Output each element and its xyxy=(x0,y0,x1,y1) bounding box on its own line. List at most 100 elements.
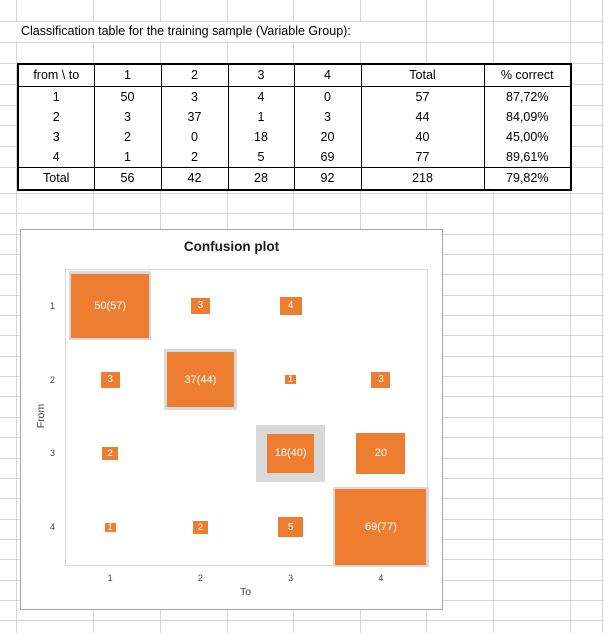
x-tick-label: 1 xyxy=(107,573,113,583)
table-cell[interactable]: 4 xyxy=(17,147,95,168)
plot-area[interactable] xyxy=(65,269,428,566)
marker-label: 20 xyxy=(374,447,387,460)
confusion-plot-chart[interactable]: Confusion plot 50(57) 3 4 3 37(44) 1 3 2 18(40) 2… xyxy=(20,229,443,610)
confusion-marker[interactable]: 3 xyxy=(371,371,391,388)
confusion-marker[interactable]: 1 xyxy=(104,521,116,533)
table-header-cell[interactable]: 4 xyxy=(293,64,362,87)
confusion-marker[interactable]: 69(77) xyxy=(335,489,427,565)
x-axis-title: To xyxy=(239,586,252,598)
table-header-cell[interactable]: 1 xyxy=(93,64,162,87)
table-cell[interactable]: 3 xyxy=(93,107,162,127)
table-cell[interactable]: 3 xyxy=(160,86,229,107)
gridline-v xyxy=(570,0,571,633)
table-cell[interactable]: 3 xyxy=(293,107,362,127)
marker-label: 2 xyxy=(197,521,203,533)
marker-label: 1 xyxy=(287,374,294,386)
table-cell[interactable]: 89,61% xyxy=(483,147,572,168)
table-cell[interactable]: 42 xyxy=(160,167,229,190)
confusion-marker[interactable]: 37(44) xyxy=(167,351,234,408)
table-header-cell[interactable]: 3 xyxy=(227,64,295,87)
table-row: 1 50 3 4 0 57 87,72% xyxy=(17,86,572,107)
marker-label: 37(44) xyxy=(184,373,217,386)
gridline-v xyxy=(493,0,494,633)
y-tick-label: 3 xyxy=(49,448,55,459)
table-row: Total 56 42 28 92 218 79,82% xyxy=(17,167,572,190)
table-cell[interactable]: 0 xyxy=(160,127,229,147)
table-cell[interactable]: 40 xyxy=(360,127,485,147)
table-cell[interactable]: Total xyxy=(17,167,95,190)
table-cell[interactable]: 92 xyxy=(293,167,362,190)
table-cell[interactable]: 1 xyxy=(227,107,295,127)
chart-title: Confusion plot xyxy=(183,239,280,254)
confusion-marker[interactable]: 3 xyxy=(190,297,210,314)
y-axis-title: From xyxy=(35,403,47,429)
marker-label: 50(57) xyxy=(94,299,126,312)
confusion-marker[interactable]: 18(40) xyxy=(267,434,314,473)
marker-label: 3 xyxy=(197,300,204,312)
table-cell[interactable]: 4 xyxy=(227,86,295,107)
table-cell[interactable]: 44 xyxy=(360,107,485,127)
marker-label: 4 xyxy=(287,300,294,312)
gridline-h xyxy=(0,42,604,43)
table-cell[interactable]: 2 xyxy=(160,147,229,168)
gridline-v xyxy=(602,0,603,633)
table-cell[interactable]: 57 xyxy=(360,86,485,107)
table-header-cell[interactable]: % correct xyxy=(483,64,572,87)
gridline-h xyxy=(0,193,604,194)
confusion-marker[interactable]: 5 xyxy=(278,516,303,538)
table-cell[interactable]: 1 xyxy=(17,86,95,107)
table-cell[interactable]: 84,09% xyxy=(483,107,572,127)
y-tick-label: 4 xyxy=(49,522,55,533)
confusion-marker[interactable]: 1 xyxy=(285,374,297,386)
axis-ticks-layer: 1 2 3 4 1 2 3 4 xyxy=(21,230,442,609)
confusion-marker[interactable]: 2 xyxy=(192,520,209,534)
x-tick-label: 3 xyxy=(288,573,294,583)
table-header-cell[interactable]: Total xyxy=(360,64,485,87)
marker-label: 5 xyxy=(287,521,294,533)
table-cell[interactable]: 218 xyxy=(360,167,485,190)
confusion-marker[interactable]: 4 xyxy=(279,296,302,315)
title-cell-background xyxy=(16,22,378,41)
x-tick-label: 4 xyxy=(378,573,384,583)
table-cell[interactable]: 69 xyxy=(293,147,362,168)
table-cell[interactable]: 45,00% xyxy=(483,127,572,147)
gridline-h xyxy=(0,213,604,215)
table-cell[interactable]: 77 xyxy=(360,147,485,168)
x-tick-label: 2 xyxy=(197,573,203,583)
table-cell[interactable]: 28 xyxy=(227,167,295,190)
table-cell[interactable]: 3 xyxy=(17,127,95,147)
confusion-marker[interactable]: 3 xyxy=(100,371,120,388)
sheet-title[interactable]: Classification table for the training sa… xyxy=(21,24,351,38)
confusion-marker[interactable]: 50(57) xyxy=(71,273,149,339)
y-tick-label: 2 xyxy=(49,374,55,385)
table-cell[interactable]: 0 xyxy=(293,86,362,107)
classification-table: from \ to 1 2 3 4 Total% correct 1 50 3 4 0 57 87,72… xyxy=(17,63,572,191)
table-cell[interactable]: 87,72% xyxy=(483,86,572,107)
marker-label: 3 xyxy=(107,374,113,386)
table-header-cell[interactable]: 2 xyxy=(160,64,229,87)
table-row: 4 1 2 5 69 77 89,61% xyxy=(17,147,572,168)
marker-label: 3 xyxy=(378,374,384,386)
marker-label: 2 xyxy=(107,447,113,459)
table-cell[interactable]: 2 xyxy=(93,127,162,147)
table-cell[interactable]: 1 xyxy=(93,147,162,168)
table-cell[interactable]: 56 xyxy=(93,167,162,190)
gridline-v xyxy=(16,0,17,633)
marker-label: 69(77) xyxy=(364,521,397,534)
table-cell[interactable]: 37 xyxy=(160,107,229,127)
table-cell[interactable]: 2 xyxy=(17,107,95,127)
table-cell[interactable]: 50 xyxy=(93,86,162,107)
marker-label: 1 xyxy=(107,521,113,533)
chart-markers-layer: 50(57) 3 4 3 37(44) 1 3 2 18(40) 20 1 2 5 69(77) xyxy=(21,230,442,609)
gridline-h xyxy=(0,21,604,22)
table-row: 2 3 37 1 3 44 84,09% xyxy=(17,107,572,127)
table-row: 3 2 0 18 20 40 45,00% xyxy=(17,127,572,147)
table-cell[interactable]: 5 xyxy=(227,147,295,168)
table-cell[interactable]: 20 xyxy=(293,127,362,147)
confusion-marker[interactable]: 20 xyxy=(356,432,406,474)
table-header-cell[interactable]: from \ to xyxy=(17,64,95,87)
table-cell[interactable]: 18 xyxy=(227,127,295,147)
gridline-h xyxy=(0,620,604,622)
confusion-marker[interactable]: 2 xyxy=(102,446,118,460)
table-cell[interactable]: 79,82% xyxy=(483,167,572,190)
